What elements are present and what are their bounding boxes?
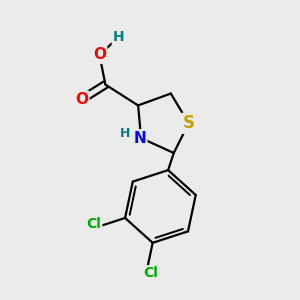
Text: Cl: Cl: [86, 217, 101, 231]
Text: H: H: [119, 127, 130, 140]
Text: O: O: [93, 47, 106, 62]
Text: O: O: [75, 92, 88, 107]
Text: Cl: Cl: [143, 266, 158, 280]
Text: H: H: [113, 30, 124, 44]
Text: N: N: [133, 130, 146, 146]
Text: S: S: [183, 114, 195, 132]
